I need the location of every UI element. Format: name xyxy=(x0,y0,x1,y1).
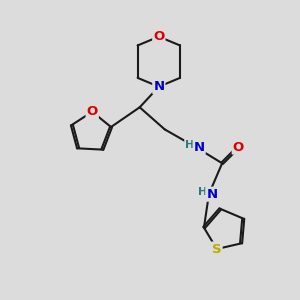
Text: N: N xyxy=(206,188,218,201)
Text: N: N xyxy=(194,141,205,154)
Text: H: H xyxy=(198,187,207,197)
Text: S: S xyxy=(212,242,222,256)
Text: O: O xyxy=(153,30,164,43)
Text: H: H xyxy=(185,140,194,150)
Text: O: O xyxy=(87,105,98,118)
Text: N: N xyxy=(153,80,164,93)
Text: O: O xyxy=(233,141,244,154)
